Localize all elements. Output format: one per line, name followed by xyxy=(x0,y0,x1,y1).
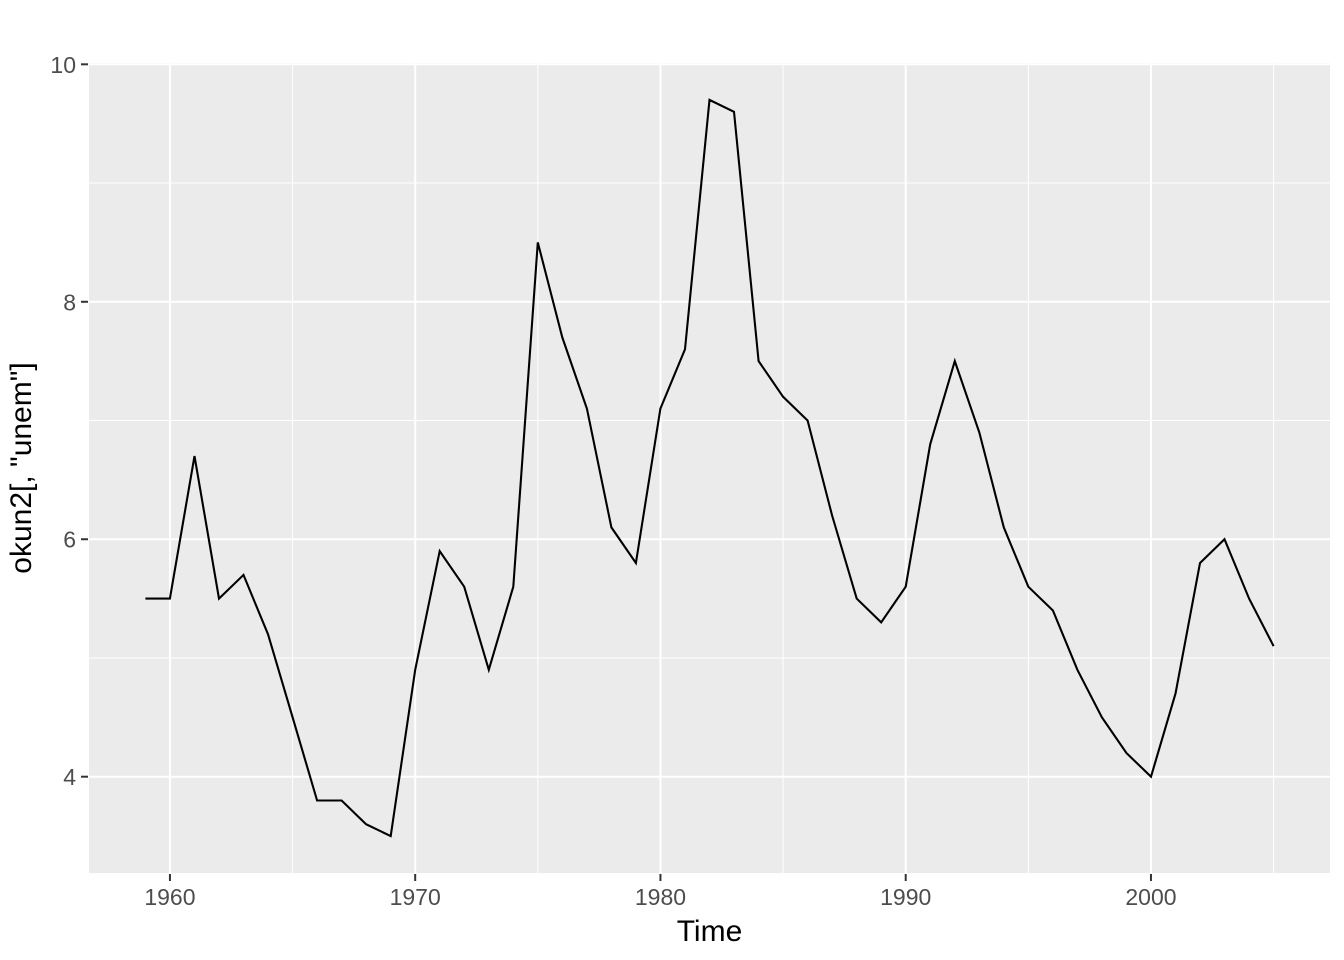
y-tick-label: 6 xyxy=(63,527,76,553)
plot-panel xyxy=(89,63,1330,873)
y-tick-label: 8 xyxy=(63,289,76,315)
y-tick-label: 10 xyxy=(50,52,76,78)
minor-gridlines xyxy=(89,63,1330,873)
x-axis-title: Time xyxy=(677,915,743,948)
x-tick-label: 1970 xyxy=(390,884,441,910)
x-tick-label: 1980 xyxy=(635,884,686,910)
x-tick-label: 2000 xyxy=(1125,884,1176,910)
x-tick-label: 1960 xyxy=(144,884,195,910)
axis-tick-labels: 1960 1970 1980 1990 2000 4 6 8 10 xyxy=(50,52,1176,910)
y-tick-label: 4 xyxy=(63,764,76,790)
y-axis-title: okun2[, "unem"] xyxy=(5,362,38,573)
x-tick-label: 1990 xyxy=(880,884,931,910)
major-gridlines xyxy=(89,63,1330,873)
axis-tick-marks xyxy=(81,63,1152,881)
data-line xyxy=(145,98,1275,838)
